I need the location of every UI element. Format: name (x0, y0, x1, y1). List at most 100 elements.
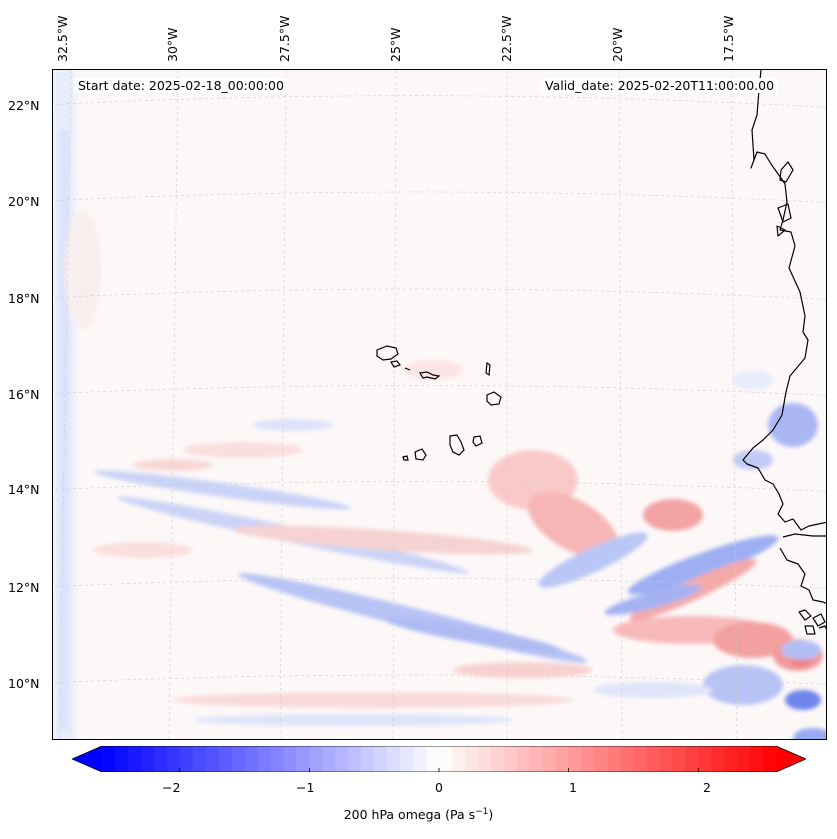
gridline-lon-32-5w (58, 70, 72, 739)
positive-band (173, 692, 573, 708)
colorbar-cell (477, 746, 492, 772)
lon-label-17-5w: 17.5°W (721, 15, 736, 62)
negative-band (627, 535, 779, 595)
map-panel[interactable] (52, 69, 827, 740)
island-sao-vicente (390, 360, 401, 368)
positive-patch (643, 499, 703, 531)
graticule (53, 70, 826, 739)
colorbar (72, 746, 806, 772)
valid-date-label: Valid_date: 2025-02-20T11:00:00.00 (541, 78, 779, 93)
island-sao-nicolau (419, 371, 441, 380)
colorbar-cell (451, 746, 466, 772)
colorbar-cell (659, 746, 673, 772)
gridline-lon-27-5w (279, 70, 287, 739)
colorbar-cell (516, 746, 531, 772)
positive-patch (453, 662, 593, 678)
gridline-lon-25w (392, 70, 397, 739)
colorbar-tick-0: 0 (435, 780, 443, 795)
positive-patch (403, 360, 463, 380)
lon-label-22-5w: 22.5°W (499, 15, 514, 62)
gridline-lat-12n (53, 578, 826, 589)
positive-patch (713, 622, 793, 658)
colorbar-cell (374, 746, 388, 772)
cape-verde-islands (376, 345, 502, 461)
island-santo-antao (376, 345, 399, 361)
gridline-lat-22n (53, 95, 826, 108)
negative-patch (593, 682, 713, 698)
colorbar-cell (464, 746, 479, 772)
lat-label-10n: 10°N (8, 676, 40, 691)
colorbar-cell (490, 746, 505, 772)
positive-patch (65, 210, 101, 330)
colorbar-cell (140, 746, 155, 772)
positive-patch (93, 542, 193, 558)
positive-patch (527, 491, 619, 559)
colorbar-tick-minus1: −1 (296, 780, 315, 795)
negative-patch (733, 370, 773, 390)
start-date-label: Start date: 2025-02-18_00:00:00 (74, 78, 288, 93)
colorbar-cell (166, 746, 181, 772)
positive-patch (183, 442, 303, 458)
colorbar-cell (231, 746, 246, 772)
colorbar-cell (348, 746, 362, 772)
colorbar-cell (257, 746, 272, 772)
gridline-lon-30w (168, 70, 179, 739)
colorbar-cell (633, 746, 647, 772)
lon-label-32-5w: 32.5°W (55, 15, 70, 62)
colorbar-cell (387, 746, 401, 772)
negative-patch (793, 728, 826, 739)
colorbar-cell (750, 746, 764, 772)
colorbar-tick-1: 1 (569, 780, 577, 795)
colorbar-cell (439, 746, 453, 772)
lat-label-16n: 16°N (8, 387, 40, 402)
colorbar-cell (270, 746, 285, 772)
colorbar-cell (192, 746, 207, 772)
gridline-lon-20w (618, 70, 623, 739)
colorbar-cell (322, 746, 336, 772)
west-edge-negative-core (59, 130, 69, 730)
lat-label-20n: 20°N (8, 194, 40, 209)
omega-field-contours (53, 70, 826, 739)
lat-label-12n: 12°N (8, 580, 40, 595)
negative-band (193, 714, 513, 726)
lon-label-25w: 25°W (388, 27, 403, 62)
colorbar-cell (361, 746, 375, 772)
colorbar-cell (620, 746, 635, 772)
colorbar-cell (218, 746, 233, 772)
colorbar-cell (114, 746, 129, 772)
colorbar-cell (594, 746, 609, 772)
colorbar-cell (283, 746, 298, 772)
colorbar-tick-2: 2 (703, 780, 711, 795)
colorbar-cell (724, 746, 738, 772)
colorbar-cell (309, 746, 323, 772)
colorbar-cell (205, 746, 220, 772)
colorbar-cell (698, 746, 712, 772)
colorbar-cell (296, 746, 310, 772)
negative-patch (781, 640, 821, 660)
negative-patch (703, 665, 783, 705)
colorbar-cell (607, 746, 622, 772)
island-fogo (414, 448, 427, 461)
colorbar-extend-min (72, 746, 102, 772)
colorbar-cell (503, 746, 518, 772)
africa-coastline (742, 70, 826, 531)
negative-band (384, 617, 562, 653)
colorbar-tick-minus2: −2 (162, 780, 181, 795)
colorbar-cell (555, 746, 570, 772)
colorbar-cell (153, 746, 168, 772)
gambia-estuary (782, 533, 826, 538)
island-brava (402, 455, 409, 461)
gridline-lat-20n (53, 191, 826, 203)
colorbar-cell (542, 746, 557, 772)
island-maio (472, 435, 483, 447)
colorbar-label: 200 hPa omega (Pa s−1) (343, 807, 494, 823)
island-santa-luzia (404, 367, 411, 371)
colorbar-cell (685, 746, 699, 772)
lon-label-20w: 20°W (610, 27, 625, 62)
coast-inlet (776, 225, 786, 237)
positive-band (233, 525, 533, 555)
colorbar-cell (763, 746, 777, 772)
negative-band (94, 470, 352, 510)
gridline-lat-14n (53, 481, 826, 492)
gridline-lon-17-5w (730, 70, 738, 739)
